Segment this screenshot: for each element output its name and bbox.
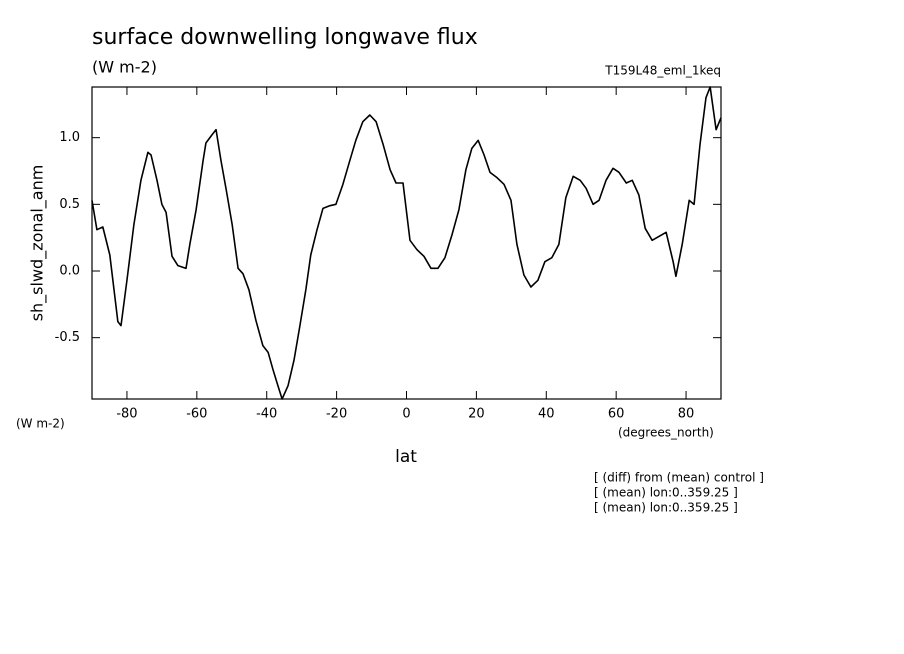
- x-tick-label: -80: [116, 407, 137, 422]
- x-tick-label: 20: [468, 407, 485, 422]
- note: [ (mean) lon:0..359.25 ]: [594, 501, 738, 515]
- x-tick-label: 40: [538, 407, 555, 422]
- y-tick-label: 0.0: [59, 264, 80, 279]
- y-tick-label: 1.0: [59, 130, 80, 145]
- x-units: (degrees_north): [618, 426, 714, 440]
- chart-title: surface downwelling longwave flux: [92, 25, 478, 50]
- note: [ (mean) lon:0..359.25 ]: [594, 486, 738, 500]
- y-axis-label: sh_slwd_zonal_anm: [28, 165, 48, 322]
- data-line: [91, 86, 722, 400]
- y-tick-label: -0.5: [55, 330, 80, 345]
- y-units: (W m-2): [16, 417, 65, 431]
- x-tick-label: 80: [678, 407, 695, 422]
- y-tick-label: 0.5: [59, 197, 80, 212]
- x-tick-label: -40: [256, 407, 277, 422]
- note: [ (diff) from (mean) control ]: [594, 471, 764, 485]
- run-label: T159L48_eml_1keq: [604, 64, 721, 78]
- notes: [ (diff) from (mean) control ][ (mean) l…: [594, 471, 764, 515]
- x-tick-label: -60: [186, 407, 207, 422]
- x-tick-label: 0: [402, 407, 410, 422]
- x-tick-label: 60: [608, 407, 625, 422]
- x-tick-label: -20: [326, 407, 347, 422]
- x-axis-label: lat: [395, 447, 417, 467]
- chart-subtitle: (W m-2): [92, 58, 157, 77]
